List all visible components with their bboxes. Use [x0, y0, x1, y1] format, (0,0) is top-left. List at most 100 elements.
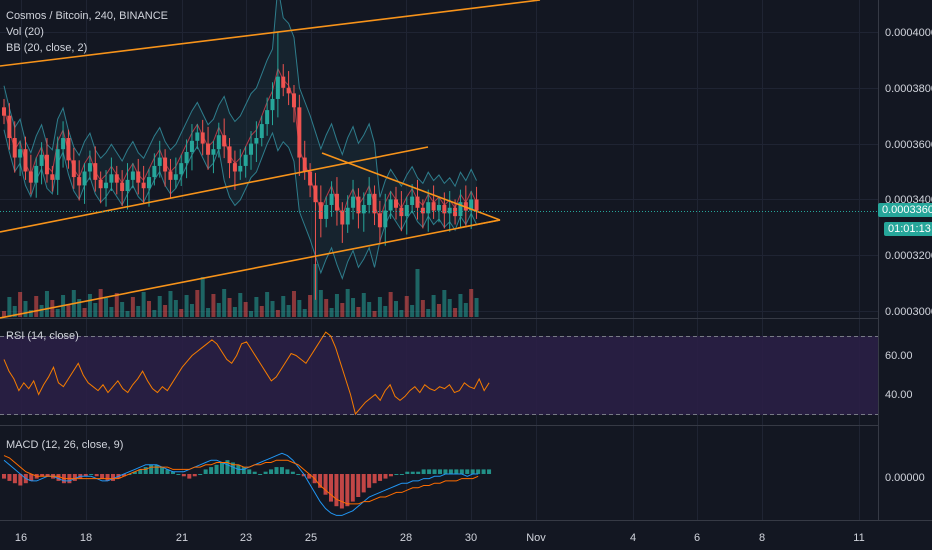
candle-body: [50, 174, 55, 180]
macd-histogram-bar: [176, 474, 181, 475]
candle-body: [7, 115, 12, 139]
rsi-tick: 40.00: [885, 389, 913, 401]
macd-histogram-bar: [209, 467, 214, 474]
rsi-title[interactable]: RSI (14, close): [6, 330, 79, 342]
volume-bar: [243, 302, 248, 317]
candle-body: [410, 196, 415, 205]
candle-body: [302, 157, 307, 172]
macd-tick: 0.00000: [885, 472, 925, 484]
candle-body: [431, 202, 436, 211]
macd-histogram-bar: [432, 469, 437, 474]
macd-histogram-bar: [100, 474, 105, 479]
volume-bar: [249, 311, 254, 317]
volume-bar: [87, 294, 92, 317]
macd-histogram-bar: [94, 474, 99, 477]
volume-legend[interactable]: Vol (20): [6, 26, 44, 38]
volume-bar: [7, 297, 12, 317]
candle-body: [179, 163, 184, 175]
volume-bar: [238, 293, 243, 317]
macd-histogram-bar: [454, 469, 459, 474]
candle-body: [426, 202, 431, 214]
volume-bar: [157, 296, 162, 317]
candle-body: [469, 199, 474, 211]
volume-bar: [291, 291, 296, 317]
macd-histogram-bar: [307, 474, 312, 479]
volume-bar: [2, 311, 6, 317]
rsi-axis[interactable]: 60.00 40.00: [885, 350, 913, 401]
volume-bar: [44, 291, 49, 317]
price-tick: 0.0003800: [885, 83, 932, 95]
volume-bar: [195, 290, 200, 317]
time-tick: 25: [305, 532, 317, 544]
candle-body: [152, 165, 157, 178]
volume-bar: [377, 297, 382, 317]
trendlines[interactable]: [0, 0, 541, 319]
volume-bar: [351, 298, 356, 317]
candle-body: [270, 98, 275, 111]
macd-histogram-bar: [296, 474, 301, 475]
candle-body: [345, 207, 350, 225]
time-tick: 23: [240, 532, 252, 544]
symbol-title[interactable]: Cosmos / Bitcoin, 240, BINANCE: [6, 10, 169, 22]
candle-body: [211, 149, 216, 155]
candle-body: [2, 107, 6, 116]
macd-histogram-bar: [334, 474, 339, 507]
time-axis[interactable]: 16 18 21 23 25 28 30 Nov 4 6 8 11: [15, 532, 865, 544]
candle-body: [114, 174, 119, 183]
macd-histogram-bar: [214, 464, 219, 474]
candle-body: [93, 163, 98, 180]
macd-histogram-bar: [394, 474, 399, 475]
volume-bar: [356, 307, 361, 317]
volume-bar: [254, 297, 259, 317]
macd-histogram-bar: [89, 474, 94, 475]
candle-body: [318, 202, 323, 219]
macd-histogram-bar: [269, 469, 274, 474]
macd-histogram-bar: [301, 474, 306, 477]
macd-histogram-bar: [339, 474, 344, 509]
candle-body: [404, 204, 409, 217]
volume-bar: [474, 298, 479, 317]
price-axis[interactable]: 0.0004000 0.0003800 0.0003600 0.0003400 …: [885, 27, 932, 318]
volume-bar: [420, 300, 425, 317]
macd-histogram-bar: [459, 469, 464, 474]
macd-legend: MACD (12, 26, close, 9): [6, 437, 123, 453]
candle-body: [98, 179, 103, 189]
macd-histogram-bar: [252, 471, 257, 474]
candle-body: [324, 204, 329, 219]
trendline: [457, 219, 501, 229]
macd-histogram-bar: [72, 474, 77, 481]
candle-body: [216, 135, 221, 150]
candle-body: [163, 157, 168, 172]
volume-bar: [442, 290, 447, 317]
candle-body: [71, 160, 76, 178]
candle-body: [87, 163, 92, 172]
candle-body: [66, 138, 71, 161]
volume-bar: [463, 303, 468, 317]
macd-histogram-bar: [416, 471, 421, 474]
bar-countdown-badge: 01:01:13: [884, 222, 932, 236]
candle-body: [168, 171, 173, 180]
volume-bar: [426, 309, 431, 317]
macd-histogram-bar: [187, 474, 192, 479]
candle-body: [61, 138, 66, 150]
candle-body: [356, 196, 361, 214]
candle-body: [297, 107, 302, 158]
candle-body: [189, 140, 194, 152]
macd-line: [3, 452, 479, 516]
macd-histogram-bar: [290, 471, 295, 474]
candle-body: [447, 207, 452, 214]
candle-body: [141, 182, 146, 189]
volume-bar: [184, 295, 189, 317]
volume-bar: [324, 299, 329, 317]
candle-body: [458, 202, 463, 217]
bb-upper: [3, 0, 478, 198]
volume-bar: [458, 294, 463, 317]
price-tick: 0.0003200: [885, 250, 932, 262]
candle-body: [334, 193, 339, 211]
macd-axis[interactable]: 0.00000: [885, 472, 925, 484]
volume-bar: [302, 309, 307, 317]
macd-title[interactable]: MACD (12, 26, close, 9): [6, 439, 124, 451]
macd-histogram-bar: [263, 471, 268, 474]
bb-legend[interactable]: BB (20, close, 2): [6, 42, 88, 54]
